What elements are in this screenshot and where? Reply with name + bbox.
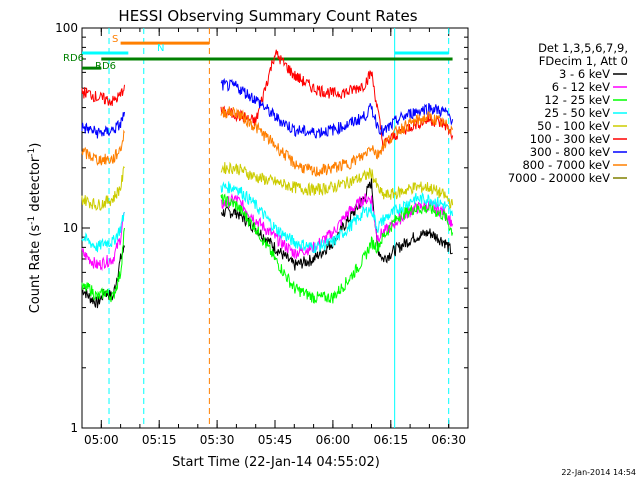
x-tick-label: 05:30 [200,433,235,447]
series-line [81,129,125,167]
chart-title: HESSI Observing Summary Count Rates [118,7,417,25]
footer-date: 22-Jan-2014 14:54 [561,468,636,477]
x-tick-label: 06:00 [316,433,351,447]
legend: Det 1,3,5,6,7,9, FDecim 1, Att 0 3 - 6 k… [508,41,628,185]
series-line [220,193,454,260]
y-axis-ticks: 1 10 100 [55,21,468,435]
series-line [81,227,125,303]
legend-entry-label: 100 - 300 keV [530,132,610,146]
legend-entry-label: 800 - 7000 keV [522,158,610,172]
series-line [81,245,125,309]
legend-header-1: Det 1,3,5,6,7,9, [538,41,628,55]
legend-entry-label: 300 - 800 keV [530,145,610,159]
x-tick-label: 05:00 [84,433,119,447]
legend-entry-label: 25 - 50 keV [544,106,610,120]
y-axis-label-main: Count Rate (s [28,225,43,314]
x-tick-label: 06:15 [374,433,409,447]
y-axis-label-sup2: -1 [27,148,37,157]
x-tick-label: 05:45 [258,433,293,447]
series-line [81,111,125,139]
legend-header-2: FDecim 1, Att 0 [539,54,628,68]
y-axis-label-end: ) [28,143,43,148]
y-axis-label-sup1: -1 [27,216,37,225]
y-axis-label: Count Rate (s-1 detector-1) [27,143,43,314]
x-tick-label: 06:30 [431,433,466,447]
x-axis-ticks: 05:00 05:15 05:30 05:45 06:00 06:15 06:30 [81,28,469,447]
series-line [81,211,125,253]
series-line [81,211,125,272]
series-line [81,84,125,107]
y-tick-label: 1 [70,421,78,435]
series-lines [81,49,454,309]
status-bars [82,41,453,70]
series-line [220,77,454,139]
series-line [220,161,454,209]
y-tick-label: 10 [63,221,78,235]
series-line [81,165,125,211]
n-label: N [157,43,164,54]
x-tick-label: 05:15 [142,433,177,447]
series-line [220,106,454,177]
legend-entry-label: 3 - 6 keV [559,67,610,81]
reference-lines [108,28,450,428]
rd6-right-label: RD6 [95,61,116,72]
series-line [220,181,454,253]
s-label: S [112,34,118,45]
legend-entry-label: 6 - 12 keV [552,80,610,94]
rd6-left-label: RD6 [63,53,84,64]
series-line [220,193,454,305]
legend-entry-label: 50 - 100 keV [537,119,610,133]
x-axis-label: Start Time (22-Jan-14 04:55:02) [172,455,380,470]
y-tick-label: 100 [55,21,78,35]
y-minor-ticks [82,36,468,369]
y-axis-label-mid: detector [28,156,43,216]
legend-entry-label: 12 - 25 keV [544,93,610,107]
legend-entry-label: 7000 - 20000 keV [508,171,610,185]
